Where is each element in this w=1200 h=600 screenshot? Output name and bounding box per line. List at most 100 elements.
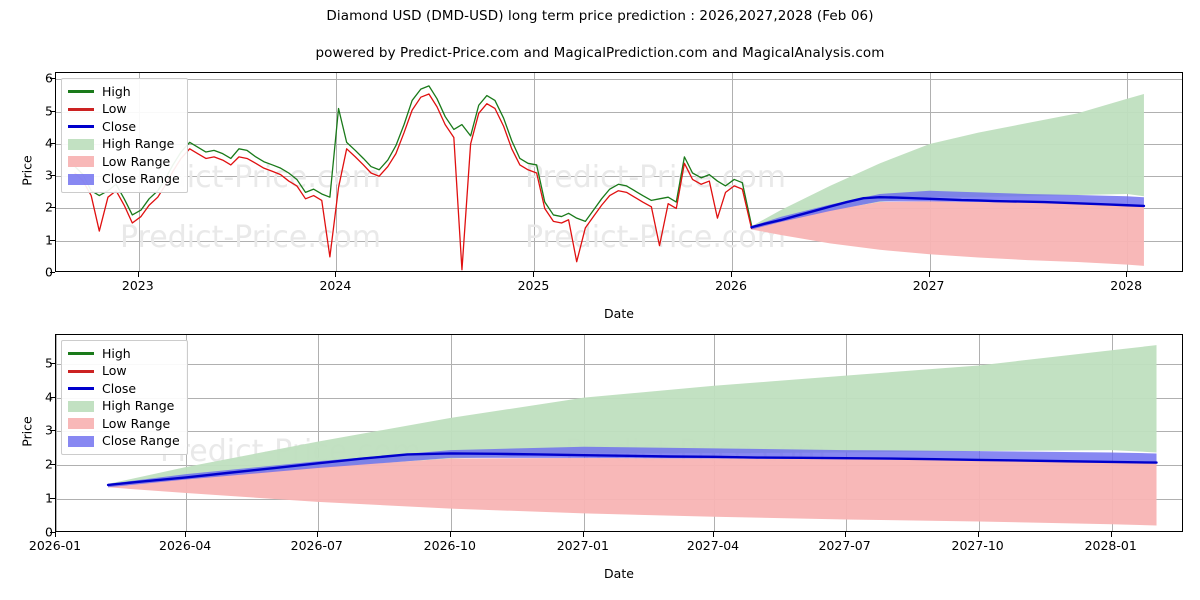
- grid-line-vertical: [56, 335, 57, 531]
- grid-line-horizontal: [56, 240, 1182, 242]
- band-low-range: [108, 457, 1157, 526]
- grid-line-horizontal: [56, 208, 1182, 210]
- x-tick-mark: [977, 532, 979, 537]
- legend-line-swatch: [68, 107, 94, 111]
- legend-label: High Range: [102, 398, 175, 413]
- bottom-chart-legend: High Low Close High Range Low Range Close Ran…: [61, 340, 188, 455]
- x-tick-label: 2028-01: [1084, 538, 1137, 553]
- x-tick-label: 2027-07: [818, 538, 871, 553]
- y-tick-label: 0: [0, 265, 59, 280]
- legend-item-high[interactable]: High: [68, 345, 180, 363]
- y-tick-mark: [50, 239, 55, 241]
- x-tick-label: 2026-01: [28, 538, 82, 553]
- y-tick-label: 3: [0, 423, 59, 438]
- legend-label: Close: [102, 380, 137, 396]
- x-tick-mark: [335, 272, 337, 277]
- x-tick-label: 2027-01: [556, 538, 609, 553]
- top-x-axis-label: Date: [604, 306, 634, 321]
- y-tick-label: 2: [0, 457, 59, 472]
- grid-line-vertical: [732, 73, 734, 271]
- legend-item-high-range[interactable]: High Range: [68, 136, 180, 154]
- y-tick-mark: [50, 142, 55, 144]
- top-plot-area: [55, 72, 1183, 272]
- legend-patch-swatch: [68, 173, 94, 185]
- legend-label: High Range: [102, 136, 175, 151]
- bottom-series-layer: [106, 345, 1158, 526]
- legend-item-close[interactable]: Close: [68, 118, 180, 136]
- x-tick-mark: [1110, 532, 1112, 537]
- top-chart-legend: High Low Close High Range Low Range Close Ran…: [61, 78, 188, 193]
- legend-item-high[interactable]: High: [68, 83, 180, 101]
- x-tick-mark: [1126, 272, 1128, 277]
- grid-line-horizontal: [56, 176, 1182, 178]
- y-tick-label: 2: [0, 200, 59, 215]
- x-tick-mark: [928, 272, 930, 277]
- legend-item-high-range[interactable]: High Range: [68, 398, 180, 416]
- page-title: Diamond USD (DMD-USD) long term price pr…: [326, 8, 874, 24]
- line-close: [750, 195, 1146, 229]
- y-tick-mark: [50, 362, 55, 364]
- y-tick-mark: [50, 110, 55, 112]
- legend-patch-swatch: [68, 138, 94, 150]
- legend-item-close-range[interactable]: Close Range: [68, 171, 180, 189]
- x-tick-mark: [449, 532, 451, 537]
- y-tick-label: 6: [0, 71, 59, 86]
- top-series-layer: [74, 85, 1146, 271]
- x-tick-mark: [533, 272, 535, 277]
- x-tick-mark: [55, 532, 56, 537]
- legend-label: Close: [102, 118, 137, 134]
- y-tick-mark: [50, 396, 55, 398]
- x-tick-label: 2024: [319, 278, 352, 293]
- x-tick-label: 2025: [517, 278, 550, 293]
- bottom-x-axis-label: Date: [604, 566, 634, 581]
- x-tick-mark: [137, 272, 139, 277]
- band-close-range: [108, 446, 1157, 488]
- x-tick-label: 2027: [912, 278, 945, 293]
- legend-item-low[interactable]: Low: [68, 363, 180, 381]
- x-tick-mark: [185, 532, 187, 537]
- x-tick-mark: [316, 532, 318, 537]
- grid-line-horizontal: [56, 111, 1182, 113]
- legend-label: Low Range: [102, 415, 171, 431]
- x-tick-label: 2023: [121, 278, 154, 293]
- x-tick-mark: [844, 532, 846, 537]
- legend-label: Close Range: [102, 433, 180, 448]
- y-tick-mark: [50, 207, 55, 209]
- legend-item-close-range[interactable]: Close Range: [68, 433, 180, 451]
- y-tick-label: 0: [0, 525, 59, 540]
- grid-line-horizontal: [56, 143, 1182, 145]
- y-tick-label: 5: [0, 103, 59, 118]
- legend-line-swatch: [68, 352, 94, 356]
- y-tick-label: 4: [0, 389, 59, 404]
- x-tick-mark: [713, 532, 714, 537]
- legend-patch-swatch: [68, 400, 94, 412]
- x-tick-label: 2026-04: [159, 538, 212, 553]
- grid-line-horizontal: [56, 79, 1182, 81]
- x-tick-label: 2026: [715, 278, 747, 293]
- legend-item-low[interactable]: Low: [68, 101, 180, 119]
- legend-item-low-range[interactable]: Low Range: [68, 415, 180, 433]
- y-tick-label: 3: [0, 168, 59, 183]
- legend-item-low-range[interactable]: Low Range: [68, 153, 180, 171]
- y-tick-mark: [50, 532, 55, 533]
- y-tick-mark: [50, 430, 55, 432]
- legend-line-swatch: [68, 387, 94, 391]
- legend-item-close[interactable]: Close: [68, 380, 180, 398]
- legend-patch-swatch: [68, 418, 94, 430]
- y-tick-label: 1: [0, 232, 59, 247]
- legend-label: Low: [102, 363, 127, 378]
- legend-patch-swatch: [68, 435, 94, 447]
- grid-line-vertical: [336, 73, 338, 271]
- legend-label: High: [102, 83, 131, 99]
- y-tick-label: 1: [0, 491, 59, 506]
- grid-line-vertical: [317, 335, 319, 531]
- y-tick-mark: [50, 464, 55, 466]
- grid-line-horizontal: [56, 363, 1182, 365]
- y-tick-label: 5: [0, 355, 59, 370]
- legend-line-swatch: [68, 90, 94, 94]
- line-close: [106, 452, 1158, 487]
- band-low-range: [751, 201, 1144, 266]
- x-tick-label: 2027-10: [951, 538, 1004, 553]
- legend-line-swatch: [68, 369, 94, 373]
